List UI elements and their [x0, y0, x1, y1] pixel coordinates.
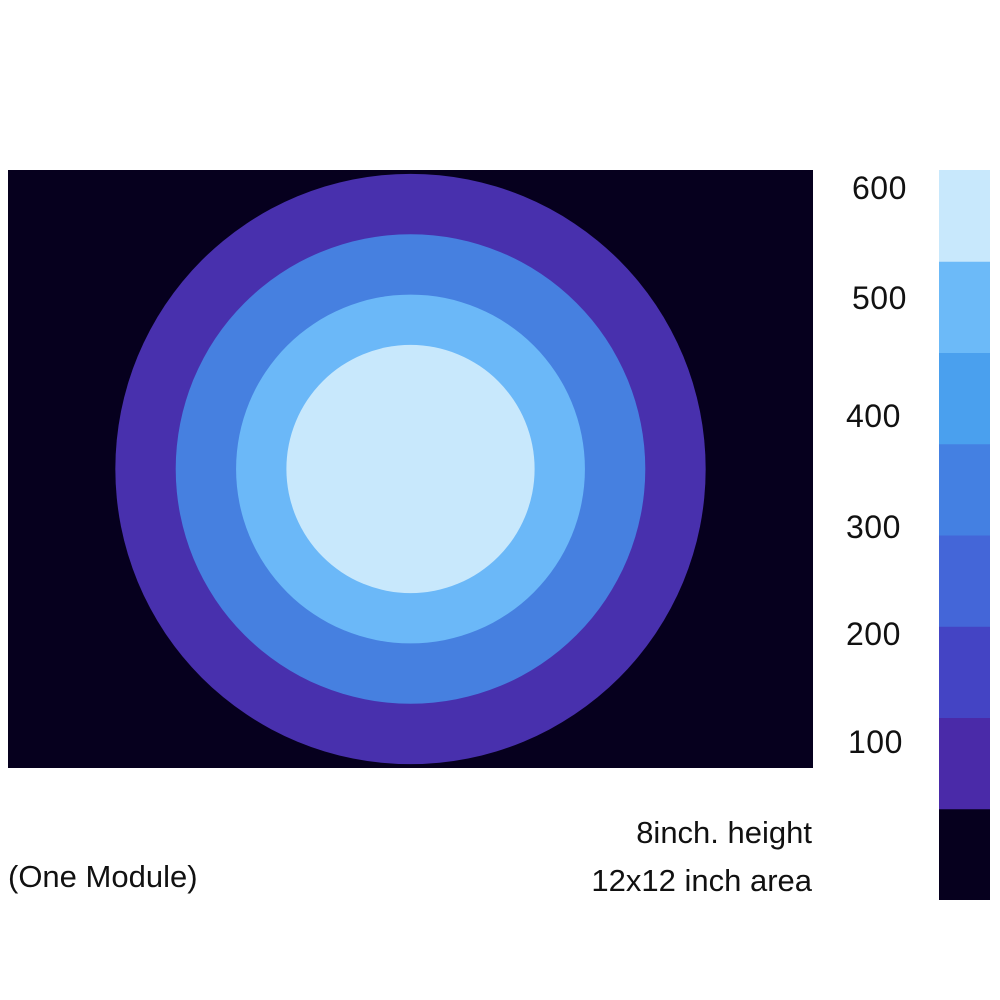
- colorbar-band-0: [939, 808, 990, 900]
- colorbar-tick-500: 500: [852, 280, 907, 316]
- height-note: 8inch. height: [636, 815, 812, 850]
- colorbar-band-1: [939, 717, 990, 810]
- colorbar-band-2: [939, 626, 990, 718]
- colorbar-band-4: [939, 443, 990, 536]
- colorbar-tick-100: 100: [848, 724, 903, 760]
- colorbar-tick-200: 200: [846, 616, 901, 652]
- colorbar-band-6: [939, 261, 990, 353]
- intensity-map: [8, 170, 813, 768]
- area-note: 12x12 inch area: [591, 863, 812, 898]
- colorbar-band-5: [939, 352, 990, 445]
- colorbar-band-3: [939, 535, 990, 627]
- colorbar-band-7: [939, 170, 990, 262]
- colorbar-tick-300: 300: [846, 509, 901, 545]
- colorbar-tick-600: 600: [852, 170, 907, 206]
- contour-ring-500: [286, 344, 535, 594]
- module-label: (One Module): [8, 859, 198, 894]
- colorbar: [939, 170, 990, 900]
- colorbar-tick-400: 400: [846, 398, 901, 434]
